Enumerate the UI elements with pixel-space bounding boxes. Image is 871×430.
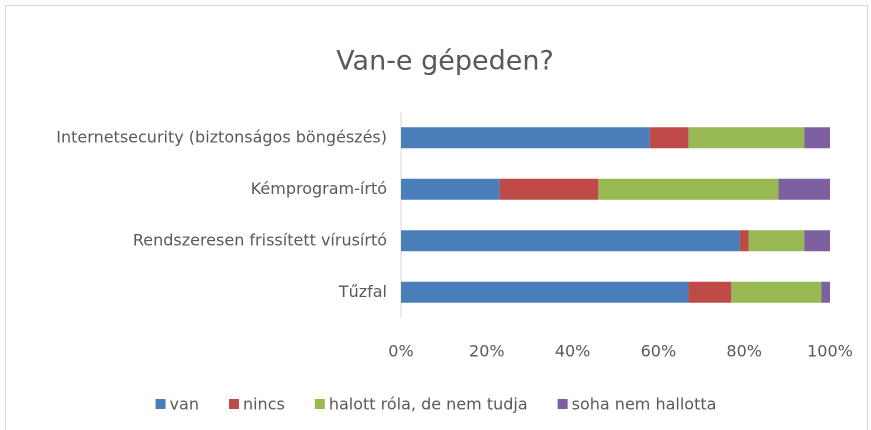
legend-label: nincs [243,395,285,414]
bar-segment [739,230,749,252]
x-tick-label: 80% [726,342,762,361]
legend-swatch [155,399,166,409]
bar-segment [401,178,500,200]
bar-segment [731,281,822,303]
bar-segment [598,178,779,200]
legend-label: halott róla, de nem tudja [329,395,528,414]
bar-segment [649,127,689,149]
y-tick-label: Internetsecurity (biztonságos böngészés) [56,127,387,146]
bar-segment [804,230,830,252]
chart-border [5,5,868,430]
y-tick-label: Rendszeresen frissített vírusírtó [133,230,387,249]
bar-segment [688,281,732,303]
y-tick-label: Tűzfal [338,282,387,301]
bar-segment [401,127,650,149]
chart-title: Van-e gépeden? [336,46,554,77]
x-tick-label: 0% [388,342,413,361]
bar-segment [499,178,599,200]
bar-segment [748,230,805,252]
x-tick-label: 100% [807,342,853,361]
bar-segment [821,281,830,303]
x-tick-label: 60% [641,342,677,361]
x-tick-label: 40% [555,342,591,361]
legend-label: van [170,395,199,414]
bar-segment [401,230,740,252]
legend-label: soha nem hallotta [572,395,717,414]
bar-segment [804,127,830,149]
bar-segment [778,178,830,200]
bar-segment [688,127,805,149]
legend-swatch [557,399,568,409]
legend-swatch [228,399,239,409]
legend-swatch [314,399,325,409]
y-tick-label: Kémprogram-írtó [251,179,387,198]
x-tick-label: 20% [469,342,505,361]
bar-segment [401,281,689,303]
